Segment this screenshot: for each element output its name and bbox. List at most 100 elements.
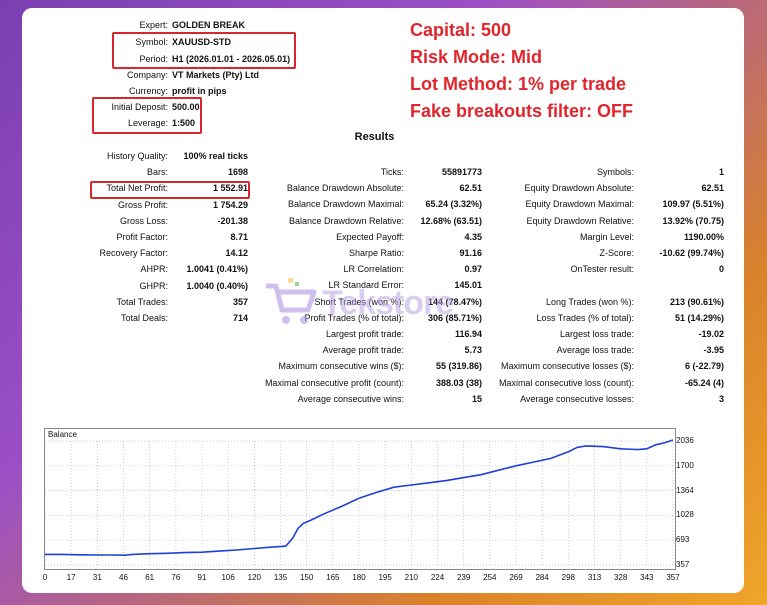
col2-value: 145.01 [454,280,482,291]
col3-label: Loss Trades (% of total): [536,312,634,323]
col1-value: 8.71 [230,232,248,242]
col1-value: 1.0040 (0.40%) [186,280,248,291]
col1-label: Recovery Factor: [99,248,168,259]
results-title: Results [354,131,395,143]
col2-value: 55891773 [441,167,482,177]
col3-value: -19.02 [698,329,724,339]
col1-label: Total Net Profit: [106,183,168,194]
col2-value: 15 [471,393,482,404]
x-tick-label: 165 [326,573,340,582]
col1-label: Bars: [146,167,168,178]
deposit-label: Initial Deposit: [111,102,168,112]
col2-label: Balance Drawdown Relative: [288,215,404,226]
x-tick-label: 343 [640,573,654,582]
company-value: VT Markets (Pty) Ltd [172,70,260,80]
x-tick-label: 46 [119,573,128,582]
x-tick-label: 180 [352,573,366,582]
col3-label: Z-Score: [599,248,634,258]
col2-label: Sharpe Ratio: [348,248,404,258]
y-tick-label: 693 [676,535,690,545]
lot-banner: Lot Method: 1% per trade [410,74,627,94]
col3-label: Largest loss trade: [559,329,634,339]
currency-value: profit in pips [172,86,227,96]
col3-label: Maximal consecutive loss (count): [498,377,634,388]
col3-label: Equity Drawdown Absolute: [524,183,634,194]
col2-value: 306 (85.71%) [427,312,482,323]
expert-value: GOLDEN BREAK [172,20,246,30]
col2-label: Balance Drawdown Absolute: [286,183,404,194]
col2-value: 65.24 (3.32%) [425,199,482,210]
col3-value: 109.97 (5.51%) [662,199,724,210]
y-tick-label: 1364 [676,485,694,495]
col1-value: 357 [232,296,248,307]
col1-value: -201.38 [217,215,248,226]
col2-label: Largest profit trade: [325,329,404,339]
col2-value: 5.73 [464,345,482,356]
col3-label: Maximum consecutive losses ($): [500,361,634,372]
x-tick-label: 210 [404,573,418,582]
symbol-value: XAUUSD-STD [172,37,232,47]
col2-value: 0.97 [464,264,482,275]
col3-value: -10.62 (99.74%) [659,248,724,258]
col3-value: 0 [718,264,724,275]
col2-label: Maximal consecutive profit (count): [264,377,404,388]
x-tick-label: 254 [483,573,497,582]
period-value: H1 (2026.01.01 - 2026.05.01) [172,54,291,64]
watermark: Tekstore [262,278,522,328]
col1-value: 1.0041 (0.41%) [186,264,248,275]
x-tick-label: 357 [666,573,680,582]
col2-label: LR Standard Error: [328,280,404,291]
col3-value: 6 (-22.79) [684,361,724,372]
x-tick-label: 224 [430,573,445,582]
col3-value: 62.51 [701,183,724,194]
y-tick-label: 1028 [676,510,694,520]
col2-label: Profit Trades (% of total): [304,312,404,323]
period-label: Period: [139,54,168,64]
col2-label: Expected Payoff: [336,231,404,242]
net-profit-highlight [90,181,250,199]
col3-label: Average consecutive losses: [520,393,634,404]
col3-value: 13.92% (70.75) [662,215,724,226]
col3-value: 1 [718,167,724,177]
col3-label: Margin Level: [579,231,634,242]
col1-label: Total Deals: [120,313,168,323]
col3-value: 213 (90.61%) [669,296,724,307]
col2-value: 91.16 [459,248,482,258]
col1-label: History Quality: [106,151,168,161]
x-tick-label: 120 [247,573,261,582]
col2-label: Ticks: [380,167,404,177]
x-tick-label: 106 [221,573,235,582]
col2-label: Average consecutive wins: [297,393,404,404]
currency-label: Currency: [128,86,168,96]
col1-value: 14.12 [225,248,248,259]
col2-value: 12.68% (63.51) [420,215,482,226]
y-tick-label: 2036 [676,436,694,445]
filter-banner: Fake breakouts filter: OFF [410,101,634,121]
col1-label: AHPR: [140,264,168,275]
col3-value: -3.95 [703,345,724,356]
col3-label: Symbols: [596,167,634,177]
col2-label: Balance Drawdown Maximal: [287,199,404,210]
col2-label: Short Trades (won %): [314,296,404,307]
col3-value: 1190.00% [683,231,724,242]
watermark-text: Tekstore [322,284,454,322]
col1-label: Gross Profit: [117,199,168,210]
col1-value: 1 552.91 [212,183,248,194]
col3-value: 51 (14.29%) [674,312,724,323]
x-tick-label: 239 [456,573,471,582]
col2-value: 388.03 (38) [435,377,482,388]
col3-label: Equity Drawdown Relative: [526,215,634,226]
x-tick-label: 269 [509,573,523,582]
balance-chart [44,428,676,570]
cart-icon [266,278,317,324]
col1-value: 1 754.29 [212,199,248,210]
x-tick-label: 135 [273,573,288,582]
col2-value: 62.51 [459,183,482,194]
symbol-period-highlight [112,32,296,69]
report-card: Expert: GOLDEN BREAK Symbol: XAUUSD-STD … [22,8,744,593]
x-tick-label: 284 [535,573,549,582]
leverage-value: 1:500 [172,118,196,128]
col2-label: Average profit trade: [322,345,404,356]
deposit-leverage-highlight [92,97,202,134]
col2-value: 55 (319.86) [435,361,482,372]
